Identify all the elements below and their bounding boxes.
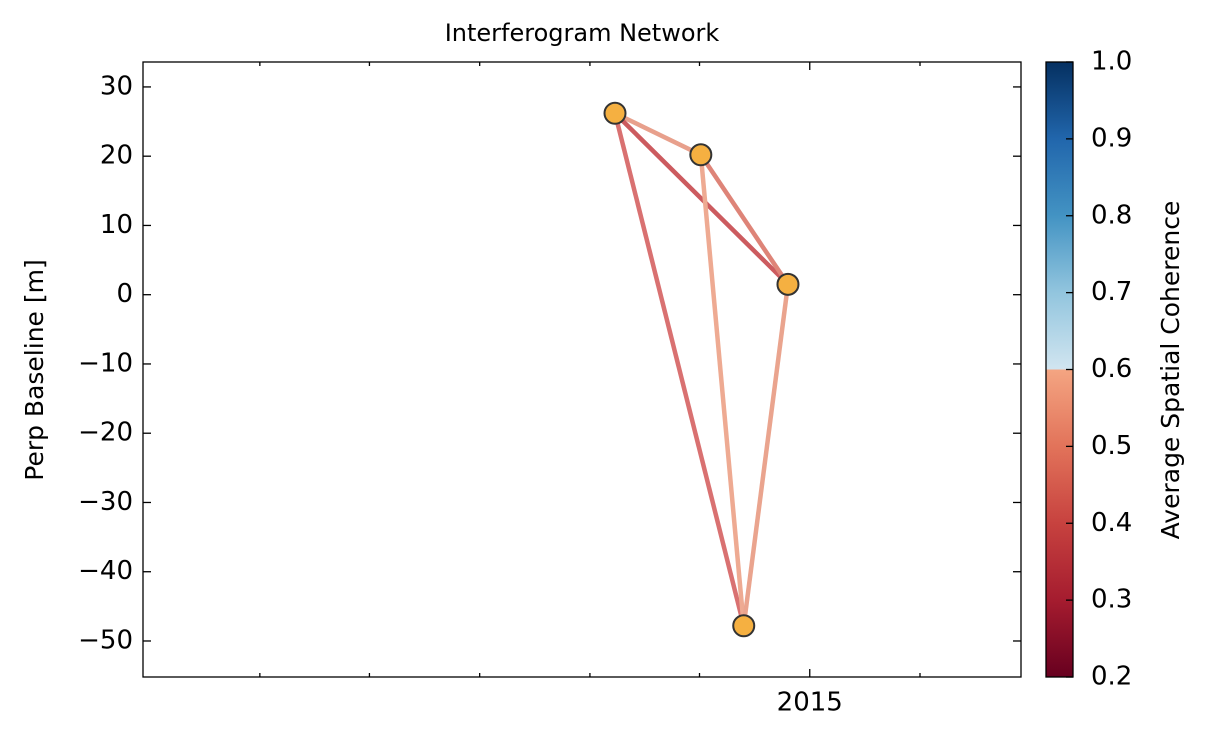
colorbar-tick-label: 0.4 xyxy=(1091,508,1132,538)
edge xyxy=(612,112,746,627)
y-axis-label: Perp Baseline [m] xyxy=(20,259,49,480)
y-tick-label: 10 xyxy=(100,210,133,240)
y-tick-label: −40 xyxy=(78,556,133,586)
colorbar-tick-label: 0.7 xyxy=(1091,277,1132,307)
colorbar-tick-label: 1.0 xyxy=(1091,47,1132,77)
edge xyxy=(698,154,746,626)
acquisition-point xyxy=(603,101,627,125)
acquisition-point xyxy=(776,272,800,296)
y-tick-label: −10 xyxy=(78,348,133,378)
edge xyxy=(614,111,702,157)
colorbar-label: Average Spatial Coherence xyxy=(1156,201,1185,540)
colorbar-tick-label: 0.6 xyxy=(1091,354,1132,384)
y-tick-label: 20 xyxy=(100,141,133,171)
colorbar-tick-label: 0.5 xyxy=(1091,431,1132,461)
y-tick-label: −30 xyxy=(78,487,133,517)
colorbar-tick-label: 0.9 xyxy=(1091,123,1132,153)
edge xyxy=(613,111,790,286)
y-tick-label: −20 xyxy=(78,418,133,448)
edge xyxy=(741,284,791,627)
x-tick-label: 2015 xyxy=(777,688,843,718)
colorbar-tick-label: 0.8 xyxy=(1091,200,1132,230)
chart-title: Interferogram Network xyxy=(445,19,720,47)
acquisition-point xyxy=(732,614,756,638)
plot-frame xyxy=(142,61,1022,678)
y-tick-label: −50 xyxy=(78,625,133,655)
colorbar-tick-label: 0.3 xyxy=(1091,585,1132,615)
y-tick-label: 30 xyxy=(100,71,133,101)
edge xyxy=(698,153,790,286)
acquisition-point xyxy=(689,143,713,167)
y-tick-label: 0 xyxy=(116,279,133,309)
colorbar-tick-label: 0.2 xyxy=(1091,662,1132,692)
